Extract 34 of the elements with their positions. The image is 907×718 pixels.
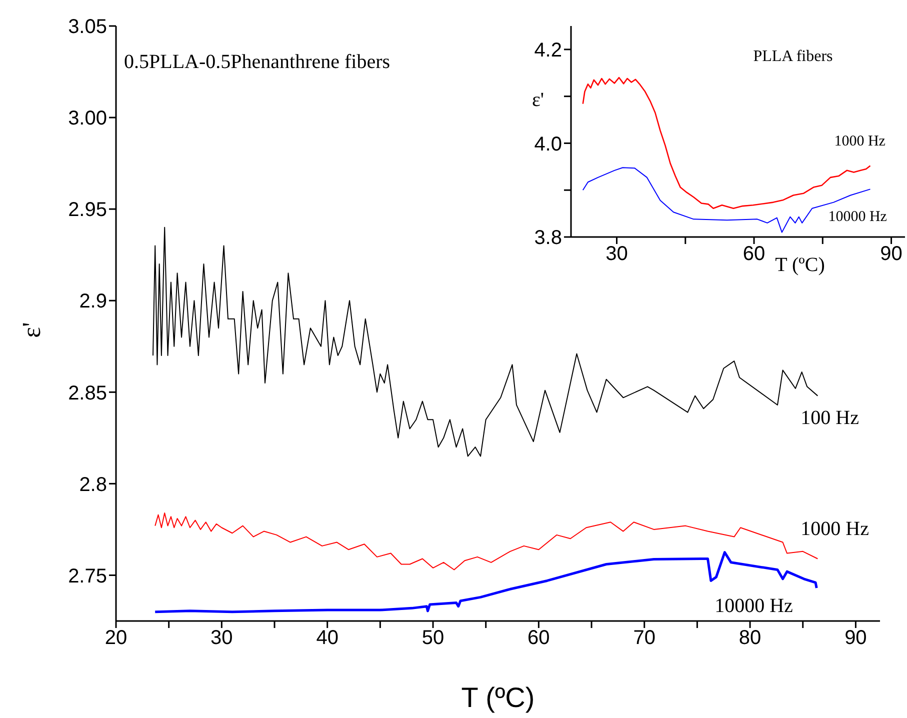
x-tick-label: 90 bbox=[880, 243, 902, 266]
series-label: 1000 Hz bbox=[834, 134, 886, 150]
y-tick-label: 2.9 bbox=[79, 290, 107, 313]
text: PLLA fibers bbox=[753, 48, 833, 65]
y-tick-label: 4.0 bbox=[534, 133, 562, 156]
x-tick-label: 20 bbox=[104, 627, 128, 650]
y-tick-label: 2.8 bbox=[79, 474, 107, 496]
y-tick-label: 2.85 bbox=[68, 382, 107, 404]
series-label: 1000 Hz bbox=[800, 518, 870, 540]
x-tick-label: 60 bbox=[528, 627, 550, 650]
x-tick-label: 60 bbox=[742, 243, 766, 266]
series-label: 10000 Hz bbox=[714, 595, 794, 618]
y-tick-label: 3.00 bbox=[68, 108, 107, 130]
x-tick-label: 90 bbox=[844, 627, 867, 650]
x-tick-label: 70 bbox=[633, 627, 656, 650]
y-tick-label: 3.8 bbox=[534, 227, 562, 250]
x-tick-label: 40 bbox=[316, 627, 338, 650]
y-tick-label: 2.75 bbox=[68, 565, 107, 588]
line-series bbox=[582, 167, 871, 233]
x-tick-label: 80 bbox=[738, 627, 762, 650]
y-tick-label: 3.05 bbox=[68, 16, 107, 38]
x-tick-label: 30 bbox=[210, 627, 233, 650]
y-axis-title: ε' bbox=[532, 89, 544, 111]
x-tick-label: 30 bbox=[606, 243, 628, 266]
text: 0.5PLLA-0.5Phenanthrene fibers bbox=[124, 51, 390, 73]
y-tick-label: 2.95 bbox=[68, 199, 107, 222]
series-label: 100 Hz bbox=[800, 406, 860, 429]
y-tick-label: 4.2 bbox=[534, 40, 562, 62]
line-series bbox=[154, 551, 818, 614]
x-axis-title: T (ºC) bbox=[775, 254, 825, 276]
y-axis-title: ε' bbox=[17, 322, 46, 338]
x-axis-title: T (ºC) bbox=[461, 682, 535, 713]
series-label: 10000 Hz bbox=[828, 209, 888, 226]
x-tick-label: 50 bbox=[422, 627, 444, 650]
